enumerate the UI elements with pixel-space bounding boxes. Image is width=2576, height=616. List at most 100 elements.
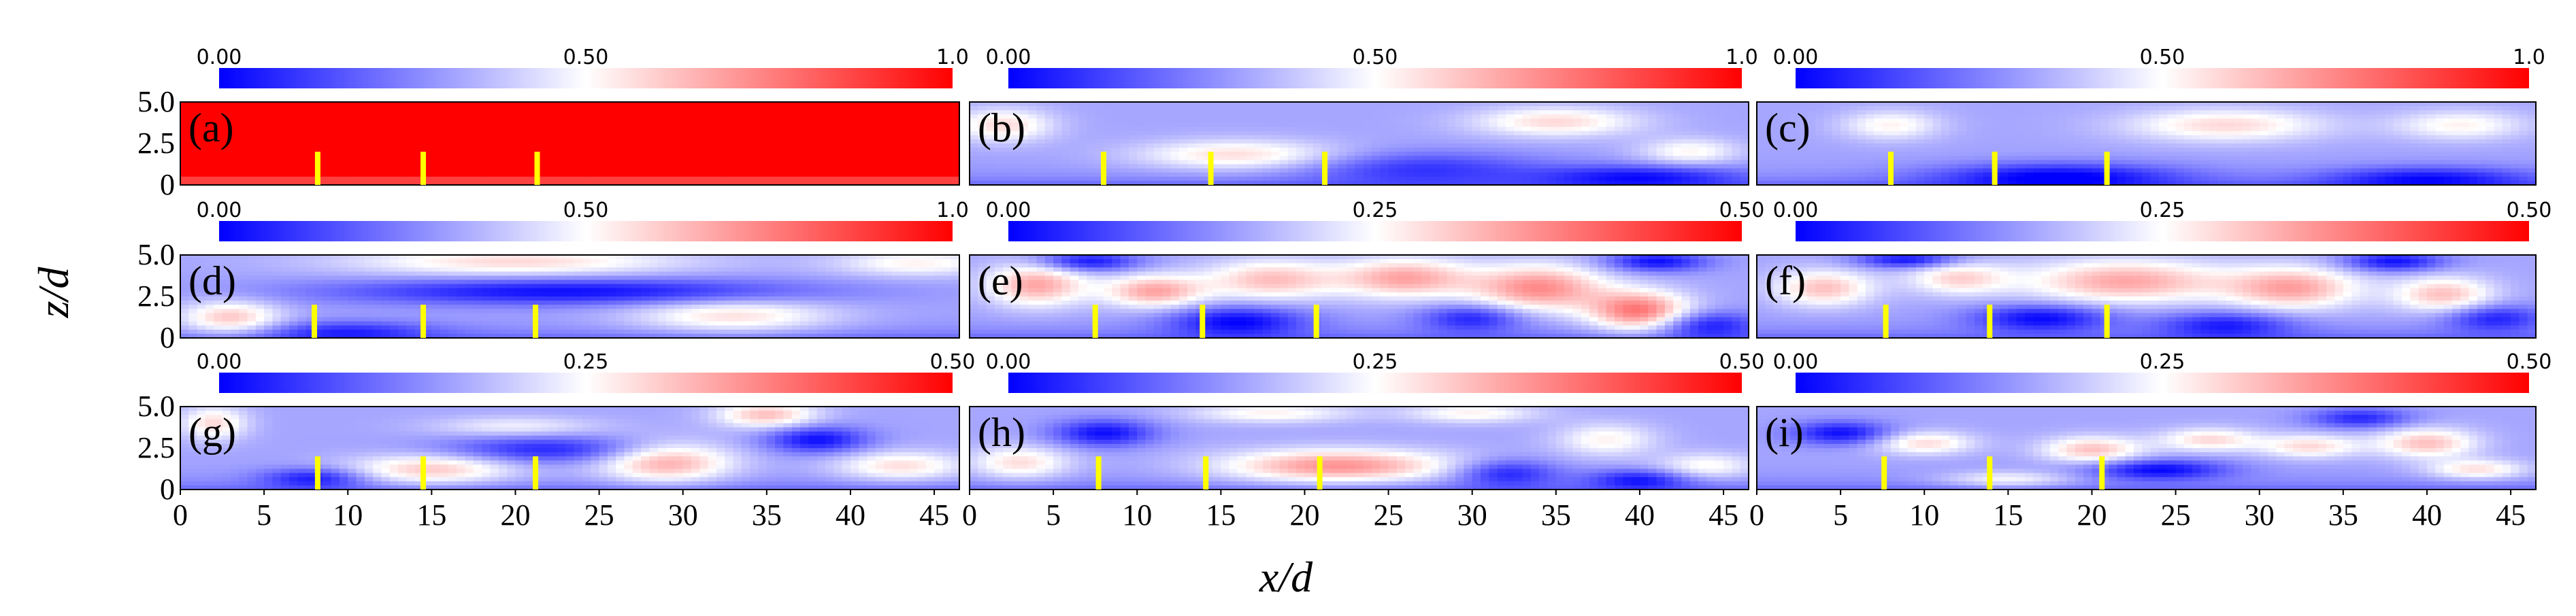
- heatmap-cell: [256, 148, 265, 152]
- heatmap-cell: [247, 106, 256, 111]
- heatmap-cell: [239, 106, 248, 111]
- heatmap-cell: [884, 156, 893, 160]
- heatmap-cell: [775, 131, 784, 136]
- heatmap-cell: [348, 102, 357, 107]
- heatmap-cell: [507, 143, 516, 148]
- heatmap-cell: [406, 143, 415, 148]
- heatmap-cell: [901, 152, 910, 156]
- probe-marker: [534, 152, 540, 185]
- heatmap-cell: [917, 173, 926, 177]
- heatmap-cell: [357, 143, 365, 148]
- heatmap-cell: [457, 156, 465, 160]
- heatmap-cell: [524, 139, 533, 144]
- heatmap-cell: [499, 102, 508, 107]
- heatmap-cell: [499, 160, 508, 165]
- heatmap-cell: [833, 165, 842, 169]
- heatmap-cell: [381, 106, 390, 111]
- heatmap-cell: [917, 123, 926, 128]
- heatmap-cell: [323, 152, 331, 156]
- heatmap-cell: [1053, 148, 1062, 152]
- heatmap-cell: [1036, 110, 1045, 115]
- heatmap-cell: [825, 118, 834, 123]
- heatmap-cell: [817, 160, 826, 165]
- heatmap-cell: [247, 177, 256, 182]
- heatmap-cell: [448, 135, 457, 140]
- heatmap-cell: [423, 123, 432, 128]
- heatmap-cell: [474, 152, 482, 156]
- heatmap-cell: [289, 177, 298, 182]
- heatmap-cell: [448, 177, 457, 182]
- heatmap-cell: [457, 127, 465, 132]
- heatmap-cell: [876, 131, 885, 136]
- heatmap-cell: [524, 143, 533, 148]
- heatmap-cell: [180, 173, 189, 177]
- heatmap-cell: [808, 106, 817, 111]
- heatmap-cell: [708, 143, 717, 148]
- heatmap-cell: [1028, 127, 1037, 132]
- heatmap-cell: [591, 143, 599, 148]
- heatmap-cell: [357, 156, 365, 160]
- heatmap-cell: [783, 152, 792, 156]
- heatmap-cell: [239, 156, 248, 160]
- heatmap-cell: [876, 177, 885, 182]
- heatmap-cell: [448, 169, 457, 173]
- heatmap-cell: [457, 135, 465, 140]
- heatmap-cell: [398, 143, 407, 148]
- heatmap-cell: [1028, 143, 1037, 148]
- heatmap-cell: [1061, 110, 1070, 115]
- heatmap-cell: [1045, 173, 1054, 177]
- heatmap-cell: [666, 135, 675, 140]
- heatmap-cell: [691, 118, 700, 123]
- heatmap-cell: [239, 160, 248, 165]
- heatmap-cell: [775, 123, 784, 128]
- heatmap-cell: [272, 143, 281, 148]
- heatmap-cell: [415, 139, 424, 144]
- heatmap-cell: [281, 173, 290, 177]
- heatmap-cell: [357, 139, 365, 144]
- heatmap-cell: [340, 135, 348, 140]
- heatmap-cell: [1036, 118, 1045, 123]
- heatmap-cell: [978, 156, 987, 160]
- heatmap-cell: [457, 160, 465, 165]
- heatmap-cell: [868, 152, 876, 156]
- heatmap-cell: [306, 110, 315, 115]
- heatmap-cell: [649, 156, 658, 160]
- heatmap-cell: [557, 102, 566, 107]
- heatmap-cell: [491, 127, 499, 132]
- heatmap-cell: [876, 152, 885, 156]
- heatmap-cell: [323, 160, 331, 165]
- heatmap-cell: [616, 127, 625, 132]
- heatmap-cell: [180, 143, 189, 148]
- heatmap-cell: [859, 160, 868, 165]
- heatmap-cell: [197, 177, 206, 182]
- heatmap-cell: [608, 177, 616, 182]
- heatmap-cell: [767, 114, 776, 119]
- heatmap-cell: [591, 106, 599, 111]
- heatmap-cell: [222, 177, 231, 182]
- heatmap-cell: [951, 160, 960, 165]
- heatmap-cell: [909, 143, 918, 148]
- heatmap-cell: [833, 148, 842, 152]
- heatmap-cell: [825, 173, 834, 177]
- heatmap-cell: [474, 118, 482, 123]
- heatmap-cell: [683, 123, 692, 128]
- heatmap-cell: [608, 139, 616, 144]
- heatmap-cell: [674, 123, 683, 128]
- heatmap-cell: [272, 173, 281, 177]
- heatmap-cell: [942, 127, 951, 132]
- heatmap-cell: [658, 118, 667, 123]
- heatmap-cell: [491, 106, 499, 111]
- heatmap-cell: [775, 169, 784, 173]
- heatmap-cell: [649, 160, 658, 165]
- heatmap-cell: [340, 114, 348, 119]
- heatmap-cell: [608, 127, 616, 132]
- heatmap-cell: [1036, 160, 1045, 165]
- heatmap-cell: [431, 143, 440, 148]
- heatmap-cell: [633, 139, 642, 144]
- heatmap-cell: [289, 110, 298, 115]
- heatmap-cell: [599, 127, 608, 132]
- heatmap-cell: [750, 156, 759, 160]
- heatmap-cell: [239, 135, 248, 140]
- heatmap-cell: [465, 169, 474, 173]
- heatmap-cell: [699, 118, 708, 123]
